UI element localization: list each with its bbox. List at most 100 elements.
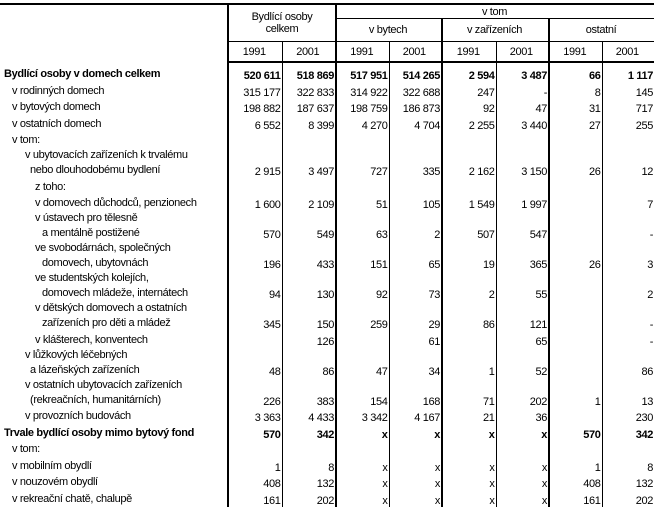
table-row: Bydlící osoby v domech celkem 520 611 518 … <box>0 62 654 82</box>
value-cell <box>601 440 654 457</box>
value-cell: 105 <box>388 194 443 211</box>
header-year: 2001 <box>281 41 337 63</box>
row-label-line: v nouzovém obydlí <box>12 476 98 488</box>
value-cell: 198 759 <box>335 98 390 115</box>
table-row: v klášterech, konventech 126 61 65 - <box>0 331 654 348</box>
value-cell <box>548 194 603 211</box>
value-cell: x <box>335 490 390 507</box>
row-label: v lůžkových léčebných a lázeňských zaříze… <box>0 348 228 378</box>
value-cell <box>281 131 337 148</box>
table-body: Bydlící osoby v domech celkem 520 611 518 … <box>0 62 654 507</box>
value-cell: 3 150 <box>495 148 550 178</box>
value-cell: 187 637 <box>281 98 337 115</box>
value-cell: 47 <box>335 347 390 378</box>
housing-statistics-table: Bydlící osoby celkem v tom v bytech v za… <box>0 3 654 507</box>
row-label-line: v tom: <box>12 134 40 146</box>
value-cell: 19 <box>441 241 497 271</box>
value-cell: - <box>495 82 550 99</box>
value-cell: 2 594 <box>441 62 497 82</box>
value-cell: 151 <box>335 241 390 271</box>
value-cell: 322 688 <box>388 82 443 99</box>
value-cell: 198 882 <box>227 98 282 115</box>
table-row: v lůžkových léčebných a lázeňských zaříze… <box>0 347 654 378</box>
value-cell: 196 <box>227 241 282 271</box>
value-cell: 433 <box>281 241 337 271</box>
value-cell <box>335 178 390 195</box>
value-cell: 8 <box>548 82 603 99</box>
value-cell: 255 <box>601 115 654 132</box>
value-cell <box>601 178 654 195</box>
value-cell: 314 922 <box>335 82 390 99</box>
row-label: Trvale bydlící osoby mimo bytový fond <box>0 424 228 441</box>
value-cell: 8 <box>601 457 654 474</box>
value-cell: 315 177 <box>227 82 282 99</box>
value-cell: 168 <box>388 377 443 408</box>
value-cell: x <box>495 457 550 474</box>
value-cell: 727 <box>335 148 390 178</box>
row-label: v ústavech pro tělesně a mentálně postiže… <box>0 211 228 241</box>
value-cell: 6 552 <box>227 115 282 132</box>
value-cell: 94 <box>227 271 282 301</box>
row-label-line: v bytových domech <box>12 101 101 113</box>
value-cell: 154 <box>335 377 390 408</box>
value-cell: 570 <box>227 424 282 441</box>
row-label: v nouzovém obydlí <box>0 474 228 491</box>
value-cell <box>548 331 603 348</box>
row-label-line: a mentálně postižené <box>42 227 140 239</box>
row-label-line: v ostatních ubytovacích zařízeních <box>25 378 182 391</box>
row-label-line: a lázeňských zařízeních <box>30 363 140 376</box>
value-cell: x <box>388 424 443 441</box>
table-row: v tom: <box>0 131 654 148</box>
value-cell: 55 <box>495 271 550 301</box>
value-cell: 4 270 <box>335 115 390 132</box>
value-cell: 52 <box>495 347 550 378</box>
value-cell: 63 <box>335 211 390 241</box>
value-cell: - <box>601 331 654 348</box>
value-cell <box>227 131 282 148</box>
value-cell: 132 <box>281 473 337 490</box>
row-label: v bytových domech <box>0 99 228 116</box>
value-cell <box>548 347 603 378</box>
table-row: v tom: <box>0 440 654 457</box>
value-cell: 345 <box>227 301 282 331</box>
value-cell: 547 <box>495 211 550 241</box>
value-cell <box>388 131 443 148</box>
value-cell <box>335 440 390 457</box>
value-cell: 26 <box>548 241 603 271</box>
value-cell: 408 <box>548 473 603 490</box>
row-label: v ostatních ubytovacích zařízeních (rekre… <box>0 378 228 408</box>
row-label-line: z toho: <box>35 180 66 193</box>
table-row: v domovech důchodců, penzionech 1 600 2 10… <box>0 194 654 211</box>
value-cell: 150 <box>281 301 337 331</box>
value-cell: 507 <box>441 211 497 241</box>
table-row: v ústavech pro tělesně a mentálně postiže… <box>0 211 654 241</box>
value-cell: 161 <box>227 490 282 507</box>
value-cell: 65 <box>495 331 550 348</box>
value-cell: 13 <box>601 377 654 408</box>
value-cell: 514 265 <box>388 62 443 82</box>
row-label-line: domovech mládeže, internátech <box>42 287 188 299</box>
row-label-line: ve svobodárnách, společných <box>35 242 171 254</box>
value-cell: 3 487 <box>495 62 550 82</box>
value-cell <box>548 178 603 195</box>
value-cell: 570 <box>227 211 282 241</box>
value-cell: 130 <box>281 271 337 301</box>
value-cell <box>548 440 603 457</box>
row-label-line: v dětských domovech a ostatních <box>35 302 187 314</box>
value-cell <box>441 178 497 195</box>
value-cell: 186 873 <box>388 98 443 115</box>
value-cell: x <box>441 457 497 474</box>
value-cell <box>281 178 337 195</box>
value-cell: 570 <box>548 424 603 441</box>
header-total: Bydlící osoby celkem <box>226 3 337 42</box>
value-cell <box>335 331 390 348</box>
value-cell: 1 <box>441 347 497 378</box>
value-cell: 8 399 <box>281 115 337 132</box>
value-cell: x <box>388 473 443 490</box>
row-label: z toho: <box>0 178 228 195</box>
table-row: v ostatních ubytovacích zařízeních (rekre… <box>0 377 654 408</box>
value-cell: 4 704 <box>388 115 443 132</box>
value-cell: 3 497 <box>281 148 337 178</box>
row-label-line: v ústavech pro tělesně <box>35 212 138 224</box>
value-cell: x <box>335 473 390 490</box>
